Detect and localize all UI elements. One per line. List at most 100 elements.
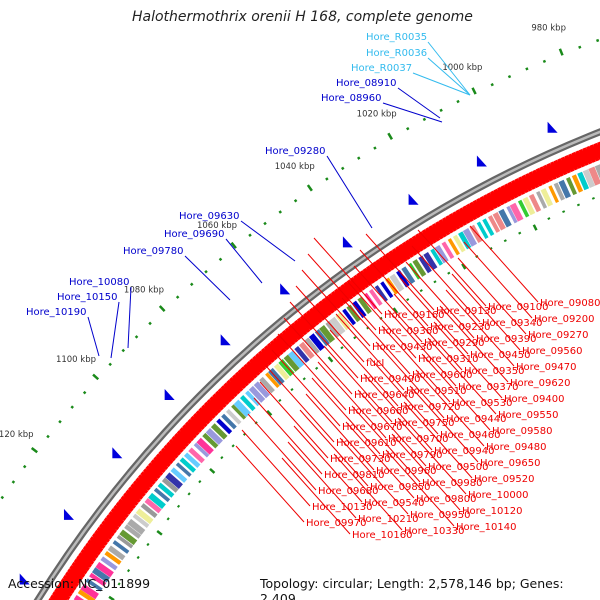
gene-block	[124, 524, 142, 539]
gene-arrow	[405, 239, 418, 256]
gene-block	[342, 308, 356, 326]
gene-arrow	[85, 542, 102, 556]
gene-arrow	[493, 188, 505, 206]
gene-arrow	[589, 144, 600, 162]
callout-line	[329, 329, 399, 407]
gene-arrow	[82, 545, 99, 559]
minor-tick	[439, 108, 443, 113]
gene-arrow	[462, 205, 474, 222]
gene-label-hore_09790: Hore_09790	[382, 450, 443, 461]
gene-arrow	[269, 340, 284, 356]
callout-line	[259, 381, 329, 459]
gene-label-hore_09800: Hore_09800	[416, 494, 477, 505]
gene-block	[161, 477, 179, 493]
gene-arrow	[448, 213, 461, 230]
gene-block	[548, 185, 560, 204]
minor-tick	[204, 269, 208, 274]
inner-tick	[547, 217, 551, 221]
major-tick	[230, 241, 237, 249]
gene-arrow	[293, 319, 308, 336]
callout-line	[317, 361, 387, 439]
gene-arrow	[284, 327, 299, 343]
gene-block	[240, 395, 256, 412]
gene-block	[441, 241, 455, 260]
gene-arrow	[220, 385, 236, 400]
gene-block	[351, 300, 367, 319]
callout-line	[433, 321, 503, 399]
inner-tick	[576, 203, 581, 207]
gene-arrow	[184, 421, 200, 436]
gene-arrow	[309, 307, 323, 324]
gene-block	[77, 589, 96, 600]
gene-arrow	[486, 192, 498, 210]
gene-arrow	[321, 298, 335, 314]
gene-arrow	[490, 190, 502, 208]
gene-arrow	[528, 171, 540, 189]
gene-label-hore_09310: Hore_09310	[418, 354, 479, 365]
major-tick	[92, 373, 100, 381]
gene-arrow	[455, 209, 468, 226]
callout-line	[307, 253, 377, 331]
gene-block	[148, 492, 166, 510]
callout-line	[391, 433, 461, 511]
gene-label-hore_09680: Hore_09680	[318, 486, 379, 497]
gene-block	[522, 196, 536, 216]
inner-tick	[187, 492, 191, 496]
gene-arrow	[392, 248, 405, 265]
callout-line	[351, 405, 421, 483]
major-tick	[387, 132, 393, 140]
callout-line	[289, 301, 359, 379]
gene-label-hore_10190: Hore_10190	[26, 307, 87, 318]
major-tick	[30, 446, 38, 454]
gene-arrow	[153, 456, 169, 471]
inner-tick	[366, 326, 370, 330]
gene-arrow	[120, 495, 137, 509]
gene-block	[401, 266, 416, 285]
callout-line	[265, 365, 335, 443]
inner-tick	[461, 263, 467, 270]
gene-arrow	[378, 256, 392, 273]
scale-tick-label: 980 kbp	[531, 23, 566, 33]
minor-tick	[70, 405, 74, 409]
gene-label-hore_09730: Hore_09730	[330, 454, 391, 465]
accession-text: Accession: NC_011899	[8, 576, 151, 591]
gene-arrow	[296, 317, 311, 333]
scale-tick-label: 1120 kbp	[0, 430, 34, 440]
gene-arrow	[263, 345, 278, 361]
gene-arrow	[249, 358, 264, 374]
gene-arrow	[266, 342, 281, 358]
gene-block	[253, 381, 271, 399]
gene-arrow	[118, 498, 134, 512]
feature-triangle	[220, 334, 231, 346]
inner-tick	[220, 456, 224, 460]
gene-label-hore_10150: Hore_10150	[57, 292, 118, 303]
gene-block	[509, 202, 524, 222]
minor-tick	[263, 221, 267, 226]
gene-arrow	[203, 401, 219, 417]
gene-block	[380, 281, 394, 299]
callout-line	[110, 301, 120, 359]
gene-arrow	[71, 561, 88, 575]
gene-arrow	[195, 410, 211, 425]
feature-triangle	[164, 388, 175, 400]
callout-line	[299, 409, 369, 487]
gene-arrow	[500, 185, 512, 202]
gene-label-hore_09470: Hore_09470	[516, 362, 577, 373]
minor-tick	[22, 464, 27, 469]
gene-block	[447, 238, 460, 256]
gene-arrow	[212, 393, 227, 408]
minor-tick	[507, 74, 512, 79]
gene-arrow	[356, 272, 370, 289]
gene-label-hore_09520: Hore_09520	[474, 474, 535, 485]
gene-block	[304, 337, 320, 355]
gene-block	[193, 442, 210, 458]
gene-label-hore_09950: Hore_09950	[410, 510, 471, 521]
gene-label-hore_09640: Hore_09640	[354, 390, 415, 401]
gene-block	[89, 572, 107, 587]
callout-line	[359, 249, 429, 327]
gene-block	[423, 251, 438, 271]
label-callouts	[87, 41, 539, 535]
gene-arrow	[65, 571, 82, 584]
gene-arrow	[504, 183, 515, 201]
gene-arrow	[571, 151, 582, 169]
